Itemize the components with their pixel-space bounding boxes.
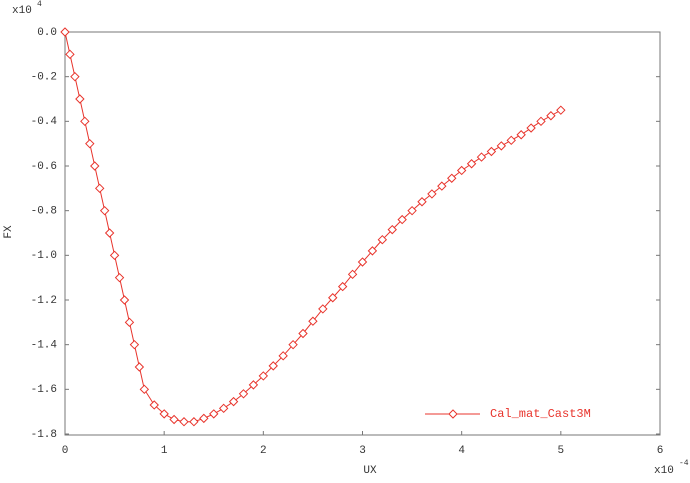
- data-marker: [456, 165, 467, 176]
- data-marker: [80, 116, 90, 127]
- data-marker: [119, 295, 130, 305]
- y-tick-label: -1.8: [31, 429, 57, 441]
- data-marker: [90, 161, 100, 171]
- data-marker: [209, 409, 219, 419]
- legend-label: Cal_mat_Cast3M: [490, 407, 591, 421]
- data-marker: [124, 317, 135, 328]
- data-marker: [367, 246, 378, 256]
- data-marker: [199, 413, 209, 424]
- data-marker: [159, 409, 169, 419]
- data-marker: [407, 205, 417, 216]
- data-marker: [99, 205, 110, 216]
- data-marker: [288, 339, 298, 350]
- data-marker: [318, 304, 328, 314]
- data-marker: [109, 250, 120, 261]
- data-marker: [526, 123, 536, 133]
- x-tick-label: 0: [62, 445, 69, 457]
- data-marker: [328, 293, 338, 303]
- data-marker: [298, 328, 308, 339]
- legend-marker: [448, 409, 458, 419]
- y-scale-base: x10: [12, 5, 32, 17]
- data-marker: [308, 316, 318, 326]
- x-tick-label: 3: [359, 445, 366, 457]
- y-axis-label: FX: [3, 225, 15, 239]
- data-marker: [556, 105, 566, 115]
- x-tick-label: 1: [161, 445, 168, 457]
- data-marker: [427, 189, 437, 199]
- data-marker: [258, 371, 269, 381]
- data-marker: [134, 362, 145, 372]
- x-tick-label: 6: [657, 445, 664, 457]
- data-marker: [218, 403, 229, 414]
- x-tick-label: 4: [458, 445, 465, 457]
- data-marker: [476, 152, 487, 162]
- data-marker: [189, 417, 199, 427]
- y-tick-label: -1.6: [31, 384, 57, 396]
- y-tick-label: -0.2: [31, 72, 57, 84]
- y-tick-label: -1.4: [31, 340, 58, 352]
- data-marker: [506, 135, 516, 146]
- data-marker: [268, 361, 278, 371]
- data-marker: [104, 228, 115, 238]
- data-marker: [139, 384, 150, 395]
- data-marker: [85, 138, 95, 149]
- data-marker: [357, 257, 368, 267]
- data-marker: [95, 183, 105, 194]
- y-tick-label: -1.2: [31, 295, 57, 307]
- data-marker: [486, 146, 497, 157]
- data-marker: [437, 181, 447, 191]
- data-marker: [248, 380, 259, 390]
- data-marker: [387, 224, 397, 235]
- data-marker: [129, 339, 140, 350]
- data-marker: [70, 71, 80, 82]
- y-tick-label: -0.6: [31, 161, 57, 173]
- data-marker: [536, 116, 546, 127]
- data-marker: [337, 281, 348, 292]
- x-tick-label: 2: [260, 445, 267, 457]
- x-axis-label: UX: [363, 465, 377, 477]
- data-marker: [228, 396, 239, 407]
- data-marker: [377, 234, 388, 245]
- x-scale-exponent: -4: [679, 459, 689, 468]
- data-marker: [397, 214, 407, 225]
- data-marker: [466, 159, 477, 169]
- data-marker: [546, 111, 556, 121]
- data-marker: [347, 269, 358, 280]
- data-marker: [516, 130, 526, 140]
- data-marker: [149, 400, 159, 410]
- data-marker: [496, 141, 507, 151]
- data-marker: [179, 417, 189, 427]
- data-marker: [447, 173, 457, 183]
- data-marker: [65, 49, 75, 60]
- data-marker: [114, 272, 125, 283]
- data-marker: [60, 27, 70, 37]
- data-marker: [169, 414, 179, 425]
- data-marker: [238, 389, 249, 399]
- y-tick-label: -0.8: [31, 206, 57, 218]
- x-tick-label: 5: [558, 445, 565, 457]
- y-scale-exponent: 4: [37, 0, 42, 9]
- data-marker: [278, 351, 288, 361]
- y-tick-label: 0.0: [37, 27, 57, 39]
- data-marker: [417, 197, 427, 207]
- data-marker: [75, 94, 85, 104]
- y-tick-label: -0.4: [31, 116, 58, 128]
- y-tick-label: -1.0: [31, 250, 57, 262]
- plot-frame: [64, 31, 661, 436]
- x-scale-base: x10: [654, 465, 674, 477]
